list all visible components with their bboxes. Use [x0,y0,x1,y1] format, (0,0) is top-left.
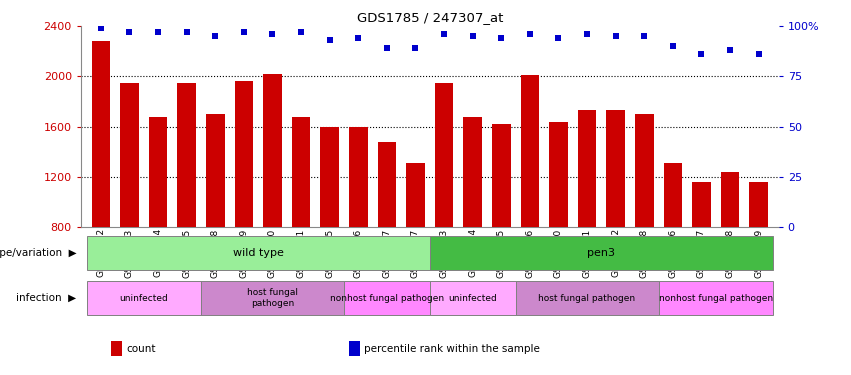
Point [465,33,479,39]
Text: count: count [126,344,156,354]
Bar [692,182,711,227]
Bar [201,281,344,315]
Point [608,33,622,39]
Bar [635,114,654,227]
Bar [292,117,311,227]
Point [494,35,508,41]
Text: nonhost fungal pathogen: nonhost fungal pathogen [330,294,444,303]
Point [294,29,308,35]
Bar [664,163,683,227]
Point [266,31,279,37]
Text: wild type: wild type [232,248,283,258]
Bar [721,172,740,227]
Text: uninfected: uninfected [119,294,168,303]
Point [637,33,651,39]
Bar [206,114,225,227]
Point [123,29,136,35]
Bar [607,110,625,227]
Title: GDS1785 / 247307_at: GDS1785 / 247307_at [357,11,503,24]
Bar [430,281,516,315]
Point [666,44,680,50]
Point [751,51,765,57]
Text: host fungal pathogen: host fungal pathogen [539,294,636,303]
Bar [87,236,430,270]
Point [580,31,594,37]
Bar [578,110,597,227]
Bar [92,41,110,227]
Bar [492,124,511,227]
Point [380,45,394,51]
Point [151,29,165,35]
Bar [463,117,482,227]
Bar [349,127,368,227]
Point [94,25,108,31]
Text: infection  ▶: infection ▶ [16,293,77,303]
Bar [521,75,540,227]
Text: nonhost fungal pathogen: nonhost fungal pathogen [659,294,773,303]
Point [694,51,708,57]
Bar [235,81,253,227]
Bar [430,236,773,270]
Bar [87,281,201,315]
Point [551,35,565,41]
Point [408,45,422,51]
Point [237,29,251,35]
Bar [120,82,139,227]
Text: pen3: pen3 [587,248,615,258]
Point [437,31,451,37]
Bar [320,127,339,227]
Bar [516,281,659,315]
Bar [435,82,454,227]
Point [723,47,737,53]
Bar [659,281,773,315]
Text: genotype/variation  ▶: genotype/variation ▶ [0,248,77,258]
Bar [549,122,568,227]
Point [208,33,222,39]
Bar [406,163,425,227]
Bar [750,182,768,227]
Bar [378,142,397,227]
Point [180,29,193,35]
Point [323,37,336,43]
Point [523,31,537,37]
Bar [263,74,282,227]
Point [351,35,365,41]
Text: percentile rank within the sample: percentile rank within the sample [364,344,540,354]
Text: host fungal
pathogen: host fungal pathogen [247,288,298,308]
Bar [177,82,196,227]
Text: uninfected: uninfected [448,294,497,303]
Bar [149,117,168,227]
Bar [344,281,430,315]
